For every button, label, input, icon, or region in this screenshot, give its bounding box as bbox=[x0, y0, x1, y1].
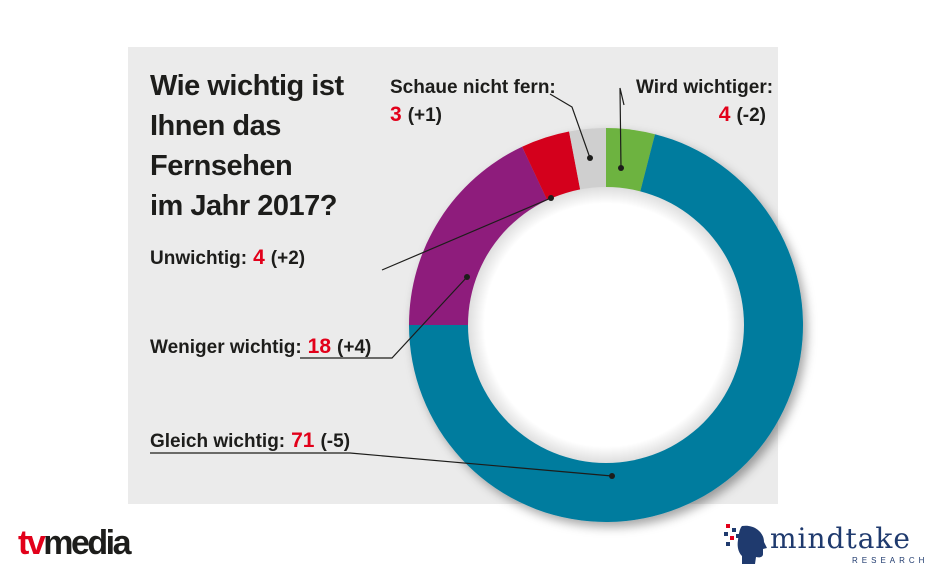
title-line-3: Fernsehen bbox=[150, 150, 293, 182]
label-schaue-nicht-fern: Schaue nicht fern: 3 (+1) bbox=[390, 74, 556, 129]
page-title: Wie wichtig ist Ihnen das Fernsehen im J… bbox=[150, 66, 410, 226]
leader-line-gleich-wichtig bbox=[150, 452, 613, 477]
tvmedia-logo: tvmedia bbox=[18, 523, 131, 563]
label-gleich-wichtig-value: 71 bbox=[291, 429, 315, 452]
label-schaue-nicht-fern-name: Schaue nicht fern: bbox=[390, 77, 556, 98]
leader-dot-wird-wichtiger bbox=[618, 165, 624, 171]
label-unwichtig-delta: (+2) bbox=[270, 248, 306, 269]
label-wird-wichtiger-value: 4 bbox=[718, 103, 731, 126]
label-wird-wichtiger: Wird wichtiger: 4 (-2) bbox=[636, 74, 774, 129]
label-schaue-nicht-fern-value: 3 bbox=[390, 103, 402, 126]
label-unwichtig-name: Unwichtig: bbox=[150, 248, 248, 269]
leader-line-schaue-nicht-fern bbox=[549, 93, 591, 159]
leader-dot-gleich-wichtig bbox=[609, 473, 615, 479]
label-wird-wichtiger-name: Wird wichtiger: bbox=[636, 77, 774, 98]
label-weniger-wichtig-value: 18 bbox=[307, 335, 332, 358]
mindtake-subtitle: RESEARCH bbox=[852, 556, 929, 565]
leader-dot-weniger-wichtig bbox=[464, 274, 470, 280]
title-line-2: Ihnen das bbox=[150, 110, 281, 142]
leader-dot-schaue-nicht-fern bbox=[587, 155, 593, 161]
label-unwichtig: Unwichtig: 4 (+2) bbox=[150, 246, 305, 271]
mindtake-head-icon bbox=[724, 524, 767, 564]
tvmedia-logo-tv: tv bbox=[18, 524, 46, 562]
label-unwichtig-value: 4 bbox=[253, 246, 265, 269]
title-line-1: Wie wichtig ist bbox=[150, 70, 344, 102]
leader-line-weniger-wichtig bbox=[300, 276, 468, 359]
leader-line-wird-wichtiger bbox=[619, 87, 625, 169]
mindtake-logo: mindtake RESEARCH bbox=[722, 520, 924, 568]
leader-dot-unwichtig bbox=[548, 195, 554, 201]
donut-hole bbox=[468, 187, 744, 463]
label-gleich-wichtig-name: Gleich wichtig: bbox=[150, 431, 286, 452]
mindtake-wordmark: mindtake bbox=[770, 522, 911, 555]
label-schaue-nicht-fern-delta: (+1) bbox=[407, 105, 443, 126]
label-weniger-wichtig: Weniger wichtig: 18 (+4) bbox=[150, 335, 371, 360]
label-weniger-wichtig-delta: (+4) bbox=[337, 337, 372, 358]
label-gleich-wichtig: Gleich wichtig: 71 (-5) bbox=[150, 429, 350, 454]
label-weniger-wichtig-name: Weniger wichtig: bbox=[150, 337, 302, 358]
label-gleich-wichtig-delta: (-5) bbox=[320, 431, 351, 452]
leader-line-unwichtig bbox=[381, 197, 552, 271]
title-line-4: im Jahr 2017? bbox=[150, 190, 337, 222]
label-wird-wichtiger-delta: (-2) bbox=[736, 105, 766, 126]
tvmedia-logo-media: media bbox=[43, 524, 131, 562]
